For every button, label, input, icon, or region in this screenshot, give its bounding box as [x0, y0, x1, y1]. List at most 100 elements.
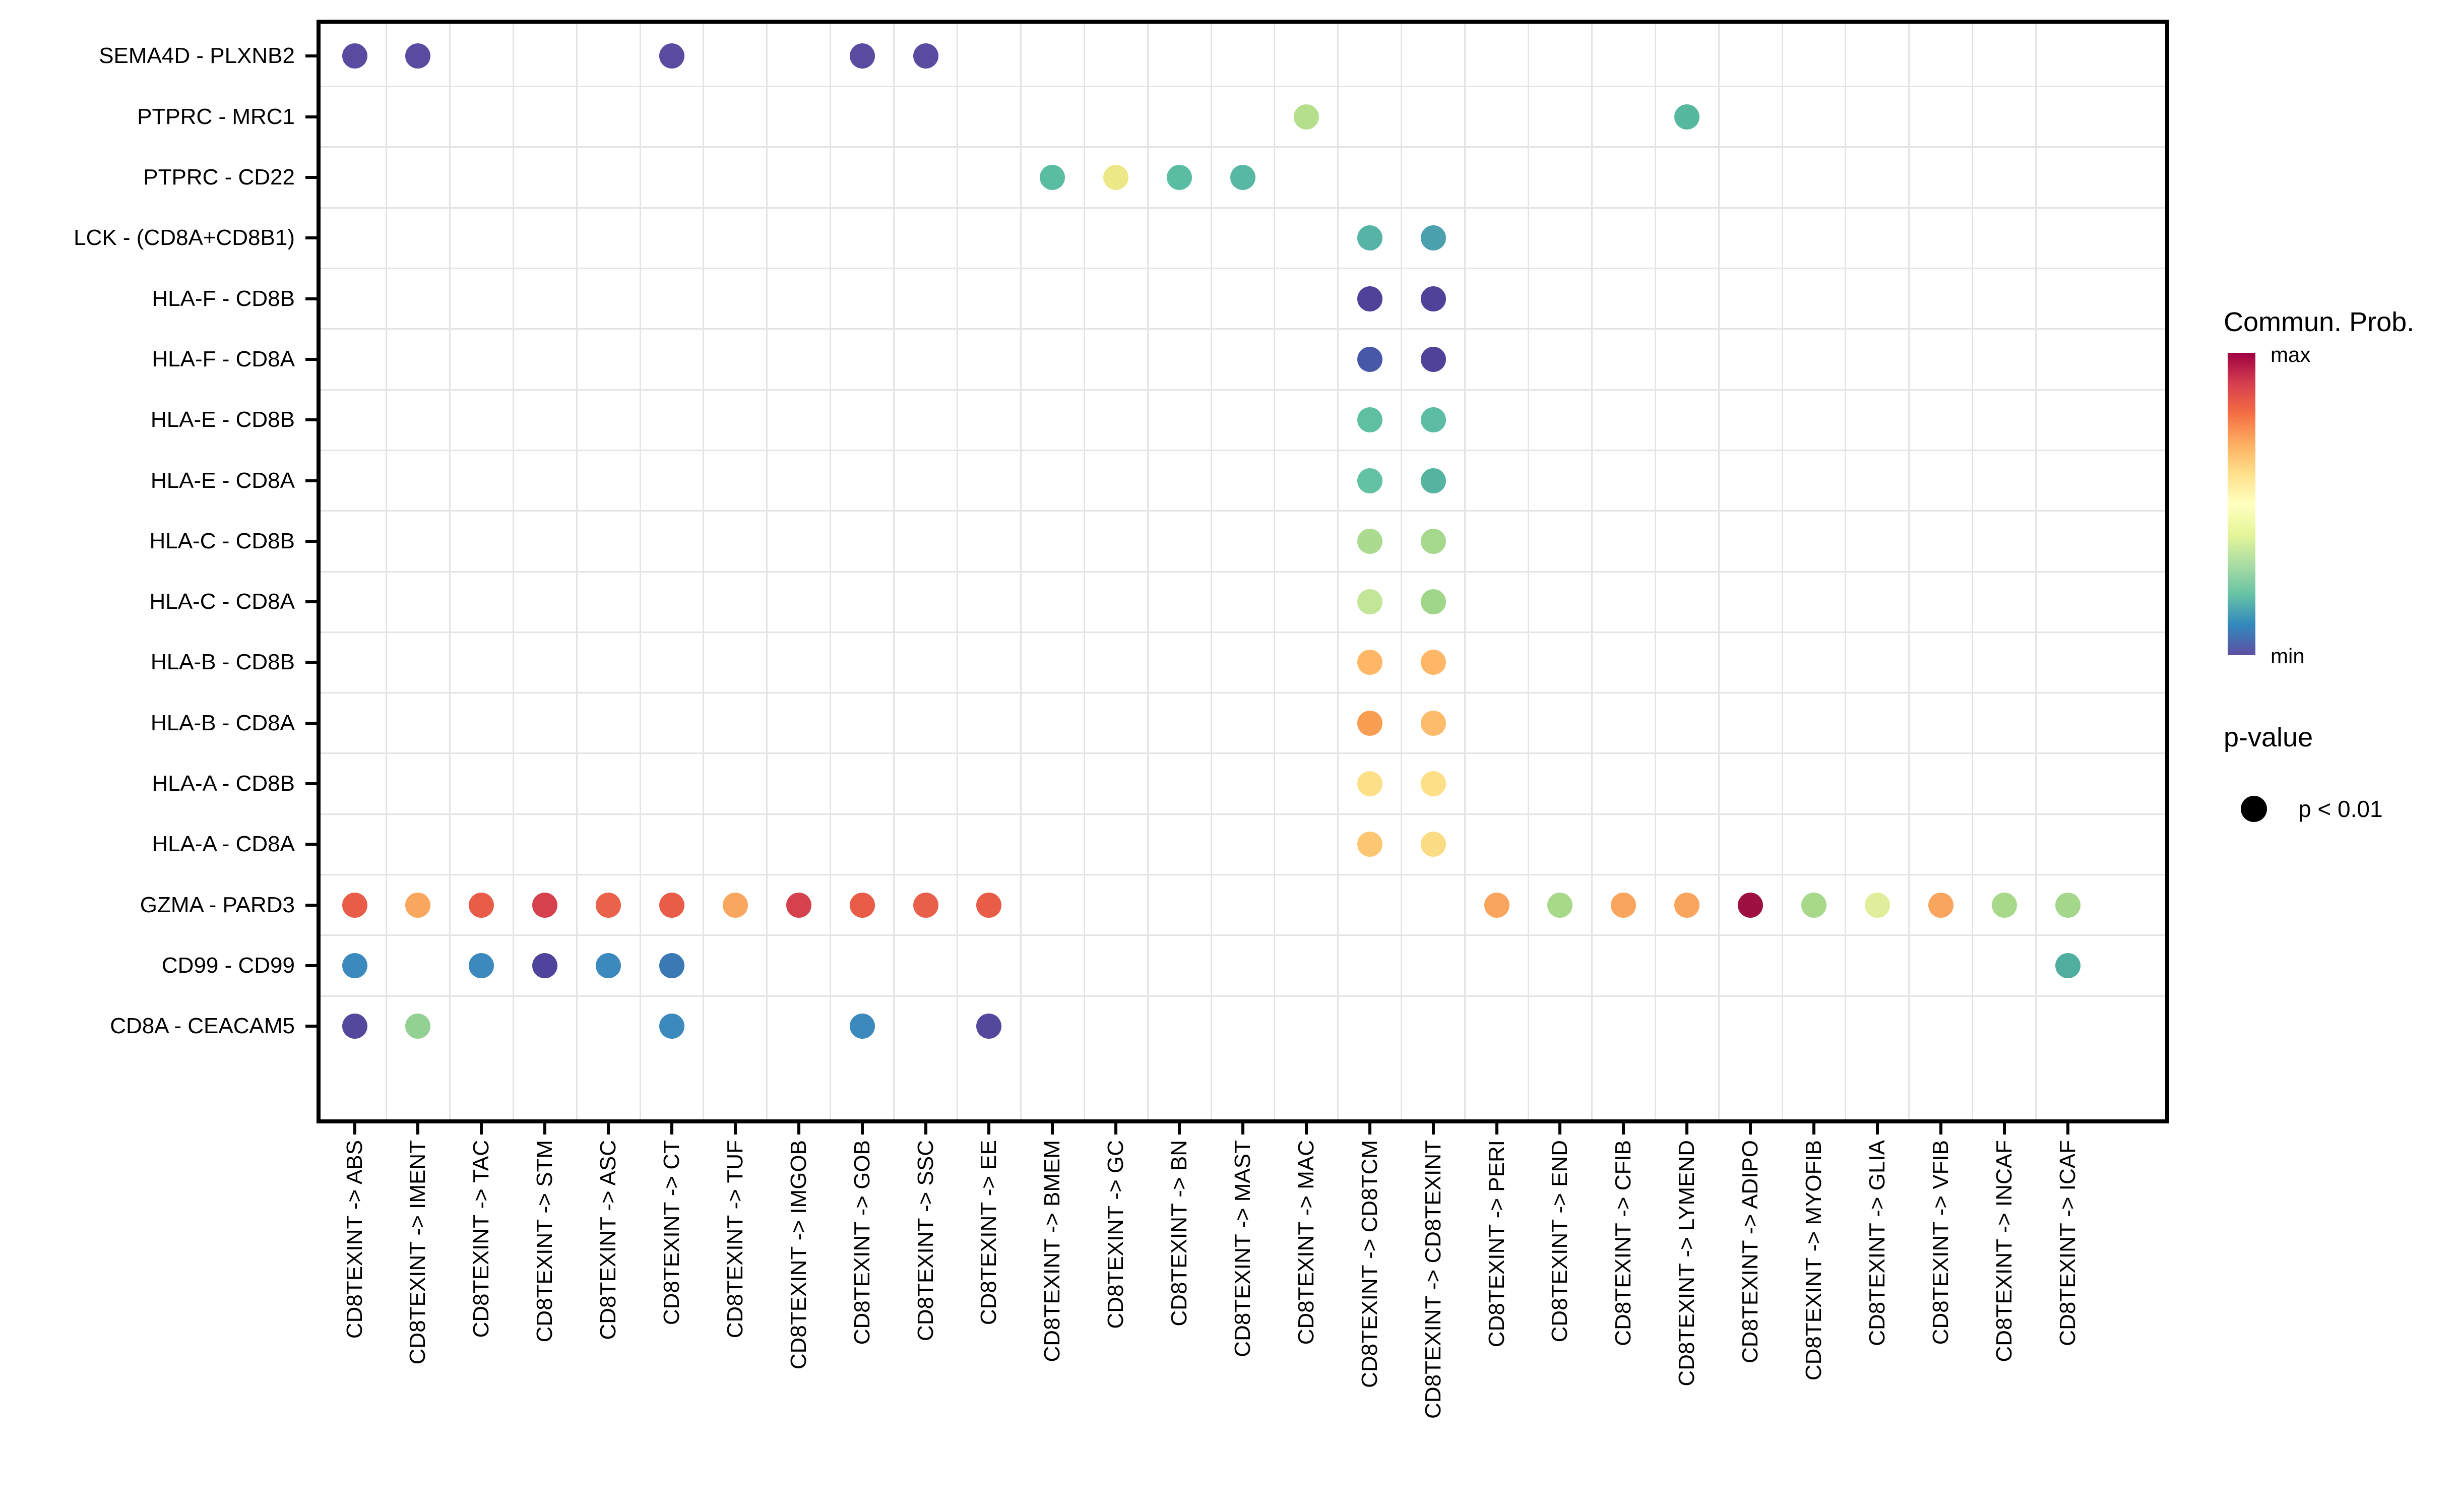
- y-axis-tick: [305, 661, 317, 664]
- data-dot: [1420, 832, 1446, 857]
- y-axis-tick: [305, 115, 317, 118]
- x-axis-label: CD8TEXINT -> VFIB: [1928, 1140, 1953, 1345]
- colorbar-gradient: [2228, 353, 2255, 655]
- x-axis-label: CD8TEXINT -> INCAF: [1991, 1140, 2017, 1362]
- x-axis-label: CD8TEXINT -> BN: [1167, 1140, 1192, 1327]
- data-dot: [1420, 528, 1446, 554]
- data-dot: [1547, 892, 1573, 918]
- data-dot: [342, 953, 367, 979]
- data-dot: [1420, 225, 1446, 251]
- gridline-horizontal: [321, 934, 2165, 936]
- data-dot: [1357, 832, 1382, 857]
- gridline-horizontal: [321, 207, 2165, 209]
- data-dot: [659, 953, 684, 979]
- y-axis-tick: [305, 843, 317, 846]
- data-dot: [405, 43, 431, 69]
- data-dot: [659, 43, 684, 69]
- x-axis-label: CD8TEXINT -> GOB: [849, 1140, 874, 1345]
- data-dot: [342, 43, 367, 69]
- x-axis-label: CD8TEXINT -> END: [1547, 1140, 1572, 1343]
- x-axis-label: CD8TEXINT -> SSC: [913, 1140, 938, 1341]
- x-axis-label: CD8TEXINT -> GLIA: [1864, 1140, 1889, 1346]
- gridline-horizontal: [321, 995, 2165, 997]
- y-axis-label: SEMA4D - PLXNB2: [99, 43, 295, 69]
- data-dot: [1293, 104, 1319, 130]
- x-axis-label: CD8TEXINT -> MAST: [1230, 1140, 1255, 1357]
- y-axis-tick: [305, 175, 317, 179]
- y-axis-label: HLA-A - CD8B: [152, 771, 295, 796]
- gridline-horizontal: [321, 752, 2165, 754]
- y-axis-tick: [305, 721, 317, 725]
- data-dot: [1420, 710, 1446, 736]
- x-axis-label: CD8TEXINT -> EE: [976, 1140, 1001, 1326]
- x-axis-label: CD8TEXINT -> PERI: [1484, 1140, 1509, 1348]
- y-axis-label: HLA-A - CD8A: [152, 832, 295, 857]
- data-dot: [596, 953, 621, 979]
- x-axis-tick: [1241, 1123, 1244, 1135]
- y-axis-tick: [305, 964, 317, 968]
- data-dot: [1357, 468, 1382, 493]
- data-dot: [1357, 346, 1382, 372]
- data-dot: [405, 1014, 431, 1039]
- gridline-horizontal: [321, 813, 2165, 815]
- data-dot: [1420, 589, 1446, 615]
- x-axis-label: CD8TEXINT -> BMEM: [1040, 1140, 1065, 1362]
- x-axis-label: CD8TEXINT -> CD8TEXINT: [1420, 1140, 1445, 1419]
- gridline-horizontal: [321, 449, 2165, 451]
- x-axis-tick: [1178, 1123, 1181, 1135]
- y-axis-label: HLA-E - CD8A: [150, 468, 295, 493]
- data-dot: [342, 892, 367, 918]
- y-axis-tick: [305, 297, 317, 300]
- data-dot: [1357, 407, 1382, 433]
- gridline-horizontal: [321, 510, 2165, 512]
- data-dot: [2055, 892, 2081, 918]
- y-axis-label: LCK - (CD8A+CD8B1): [74, 225, 295, 250]
- gridline-horizontal: [321, 328, 2165, 330]
- data-dot: [786, 892, 811, 918]
- y-axis-tick: [305, 1025, 317, 1028]
- x-axis-tick: [1431, 1123, 1435, 1135]
- data-dot: [913, 43, 938, 69]
- x-axis-tick: [2002, 1123, 2006, 1135]
- data-dot: [532, 892, 558, 918]
- data-dot: [1230, 164, 1255, 190]
- x-axis-tick: [1495, 1123, 1498, 1135]
- gridline-horizontal: [321, 146, 2165, 148]
- x-axis-label: CD8TEXINT -> STM: [532, 1140, 557, 1343]
- data-dot: [1357, 650, 1382, 675]
- y-axis-label: CD99 - CD99: [161, 953, 295, 978]
- data-dot: [976, 1014, 1002, 1039]
- x-axis-tick: [1685, 1123, 1689, 1135]
- gridline-horizontal: [321, 874, 2165, 876]
- pvalue-title: p-value: [2224, 722, 2313, 752]
- y-axis-tick: [305, 418, 317, 422]
- data-dot: [1420, 650, 1446, 675]
- data-dot: [1674, 892, 1700, 918]
- x-axis-label: CD8TEXINT -> TUF: [722, 1140, 747, 1339]
- data-dot: [1357, 710, 1382, 736]
- x-axis-tick: [924, 1123, 927, 1135]
- gridline-horizontal: [321, 85, 2165, 87]
- data-dot: [913, 892, 938, 918]
- x-axis-tick: [1875, 1123, 1879, 1135]
- gridline-horizontal: [321, 631, 2165, 633]
- gridline-horizontal: [321, 692, 2165, 694]
- x-axis-label: CD8TEXINT -> ABS: [342, 1140, 367, 1339]
- data-dot: [1864, 892, 1890, 918]
- data-dot: [659, 1014, 684, 1039]
- data-dot: [405, 892, 431, 918]
- x-axis-label: CD8TEXINT -> IMGOB: [786, 1140, 811, 1370]
- x-axis-label: CD8TEXINT -> ICAF: [2055, 1140, 2080, 1346]
- x-axis-label: CD8TEXINT -> MYOFIB: [1801, 1140, 1826, 1381]
- data-dot: [976, 892, 1002, 918]
- data-dot: [342, 1014, 367, 1039]
- y-axis-label: GZMA - PARD3: [140, 892, 295, 917]
- data-dot: [1738, 892, 1763, 918]
- x-axis-tick: [670, 1123, 673, 1135]
- data-dot: [1167, 164, 1192, 190]
- y-axis-label: HLA-B - CD8A: [150, 710, 295, 735]
- x-axis-tick: [1749, 1123, 1752, 1135]
- x-axis-tick: [1051, 1123, 1054, 1135]
- x-axis-label: CD8TEXINT -> LYMEND: [1674, 1140, 1699, 1387]
- y-axis-tick: [305, 782, 317, 786]
